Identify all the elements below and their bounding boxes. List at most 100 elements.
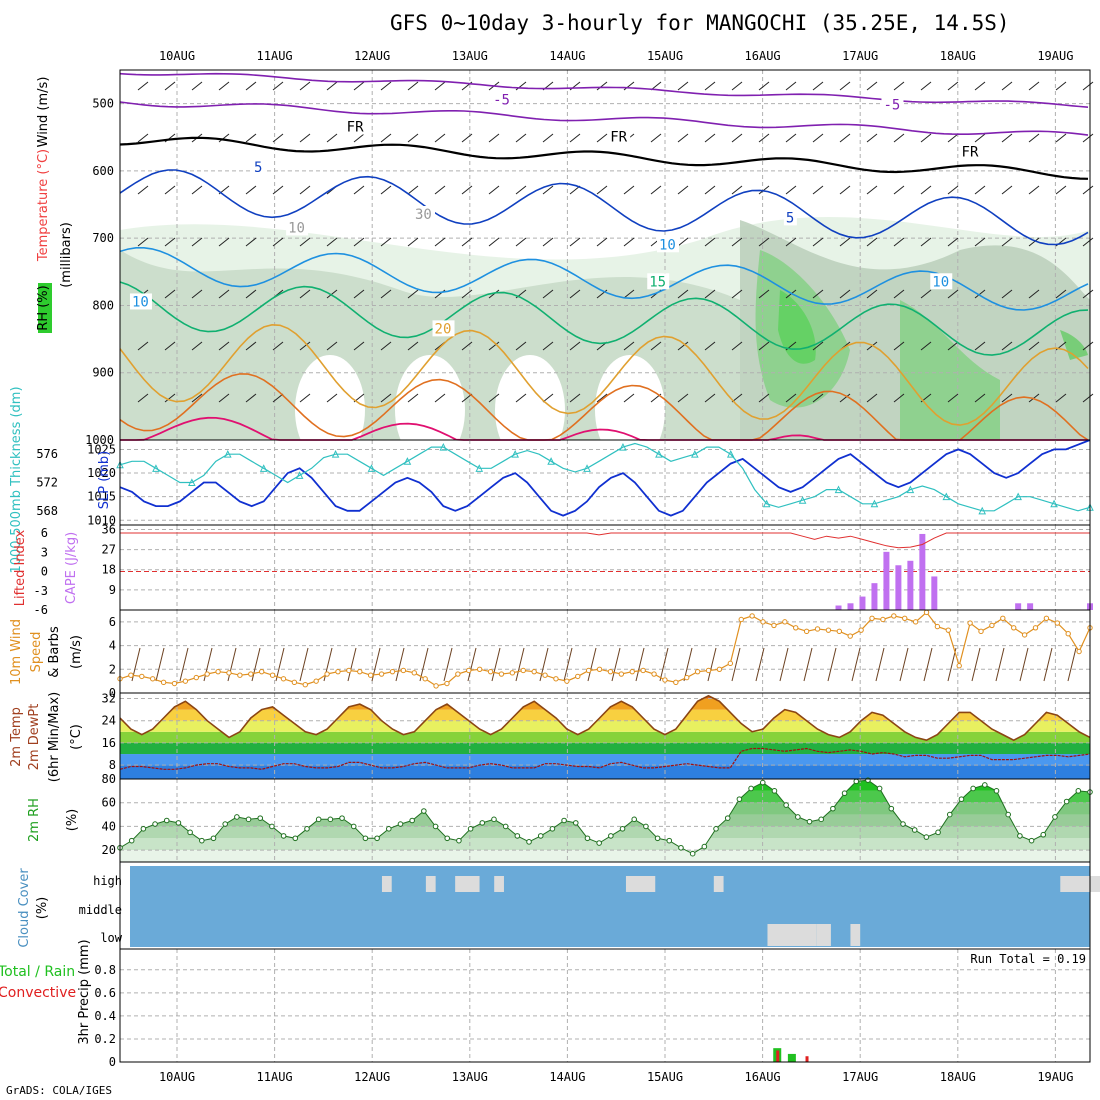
thickness-point — [942, 492, 951, 501]
rh-point — [549, 826, 556, 832]
rh-point — [701, 843, 708, 850]
temp-tick-label: 32 — [102, 692, 116, 706]
wind-barb — [1028, 185, 1040, 195]
wind-barb — [596, 393, 608, 403]
wind-speed-point — [215, 668, 221, 675]
wind-barb — [245, 237, 257, 247]
wind-barb — [272, 133, 284, 143]
surface-wind-barb — [275, 647, 285, 682]
wind-barb — [218, 237, 230, 247]
temp-tick-label: 8 — [109, 758, 116, 772]
thickness-point — [475, 464, 484, 472]
rh-point — [666, 837, 673, 844]
rh-point — [327, 816, 334, 823]
pressure-tick-label: 900 — [92, 366, 114, 380]
wind-speed-point — [956, 663, 962, 669]
wind-barb — [1082, 393, 1094, 403]
wind-speed-point — [302, 682, 308, 688]
wind-barb — [893, 341, 905, 351]
wind-barb — [164, 341, 176, 351]
wind-speed-point — [1021, 632, 1028, 638]
wind-speed-point — [139, 673, 145, 680]
cloud-event — [625, 876, 656, 892]
wind-barb — [920, 133, 932, 143]
wind-barb — [893, 185, 905, 195]
wind-barb — [380, 341, 392, 351]
rh-point — [467, 826, 474, 832]
wind-barb — [758, 81, 770, 91]
wind-speed-point — [694, 668, 701, 675]
wind-barb — [353, 81, 365, 91]
wind-barb — [596, 185, 608, 195]
li-tick-label: 6 — [41, 526, 48, 540]
wind-barb — [434, 237, 446, 247]
cape-bar — [919, 533, 926, 610]
wind-barb — [1001, 133, 1013, 143]
wind-speed-point — [367, 672, 374, 678]
wind-barb — [758, 341, 770, 351]
wind-speed-point — [531, 668, 537, 675]
isotherm-contour — [119, 323, 1089, 426]
wind-barb — [164, 393, 176, 403]
cloud-unit-label: (%) — [35, 897, 50, 920]
rh2m-unit-label: (%) — [65, 809, 80, 832]
wind-barb — [758, 289, 770, 299]
surface-wind-barb — [347, 647, 357, 682]
cape-tick-label: 36 — [102, 522, 116, 536]
wind-barb — [812, 289, 824, 299]
rh-point — [970, 785, 976, 792]
wind-barb — [731, 133, 743, 143]
wind-barb — [839, 393, 851, 403]
rh-point — [374, 835, 380, 842]
wind-barb — [623, 393, 635, 403]
wind-barb — [623, 289, 635, 299]
wind-barb — [407, 393, 419, 403]
wind-speed-point — [444, 680, 450, 687]
wind-speed-line — [119, 611, 1091, 687]
wind-speed-point — [673, 679, 679, 686]
rh2m-panel: 20 40 60 80 — [102, 772, 1093, 862]
top-date-label: 19AUG — [1037, 49, 1073, 63]
rh-point — [759, 779, 766, 786]
contour-label-bg — [608, 128, 631, 145]
wind-barb — [137, 133, 149, 143]
rh-point — [888, 805, 895, 812]
humidity-shading — [900, 300, 1000, 440]
rh-point — [152, 821, 158, 827]
wind-barb — [785, 133, 797, 143]
thickness-point — [691, 450, 699, 458]
wind-barb — [380, 289, 392, 299]
wind-barb — [245, 185, 257, 195]
wind-barb — [461, 341, 473, 351]
contour-label-bg — [881, 96, 904, 113]
bottom-date-label: 11AUG — [257, 1070, 293, 1084]
thickness-point — [152, 464, 160, 472]
wind-barb — [677, 289, 689, 299]
rh-point — [1017, 833, 1023, 839]
wind-barb — [569, 133, 581, 143]
wind-barb — [299, 185, 311, 195]
pressure-tick-label: 600 — [92, 164, 114, 178]
temp-tick-label: 24 — [102, 714, 116, 728]
isotherm-contour — [119, 72, 1089, 108]
wind-barb — [1055, 393, 1067, 403]
surface-wind-barb — [635, 647, 645, 682]
wind-barb — [704, 133, 716, 143]
wind-speed-point — [967, 620, 973, 626]
thickness-point — [367, 464, 376, 472]
wind-barb — [947, 393, 959, 403]
thickness-tick-label: 576 — [36, 447, 58, 461]
bottom-date-label: 10AUG — [159, 1070, 195, 1084]
wind-barb — [542, 185, 554, 195]
temp-axis-label-2: 2m DewPt — [27, 704, 42, 771]
wind-barb — [758, 237, 770, 247]
rh-point — [830, 805, 836, 812]
wind-barb — [974, 341, 986, 351]
thickness-line — [119, 442, 1091, 512]
rh-point — [1075, 788, 1082, 794]
lifted-index-axis-label: Lifted Index — [13, 529, 28, 606]
rh-point — [935, 829, 941, 836]
wind-barb — [812, 341, 824, 351]
top-date-label: 10AUG — [159, 49, 195, 63]
wind-speed-point — [553, 676, 559, 682]
